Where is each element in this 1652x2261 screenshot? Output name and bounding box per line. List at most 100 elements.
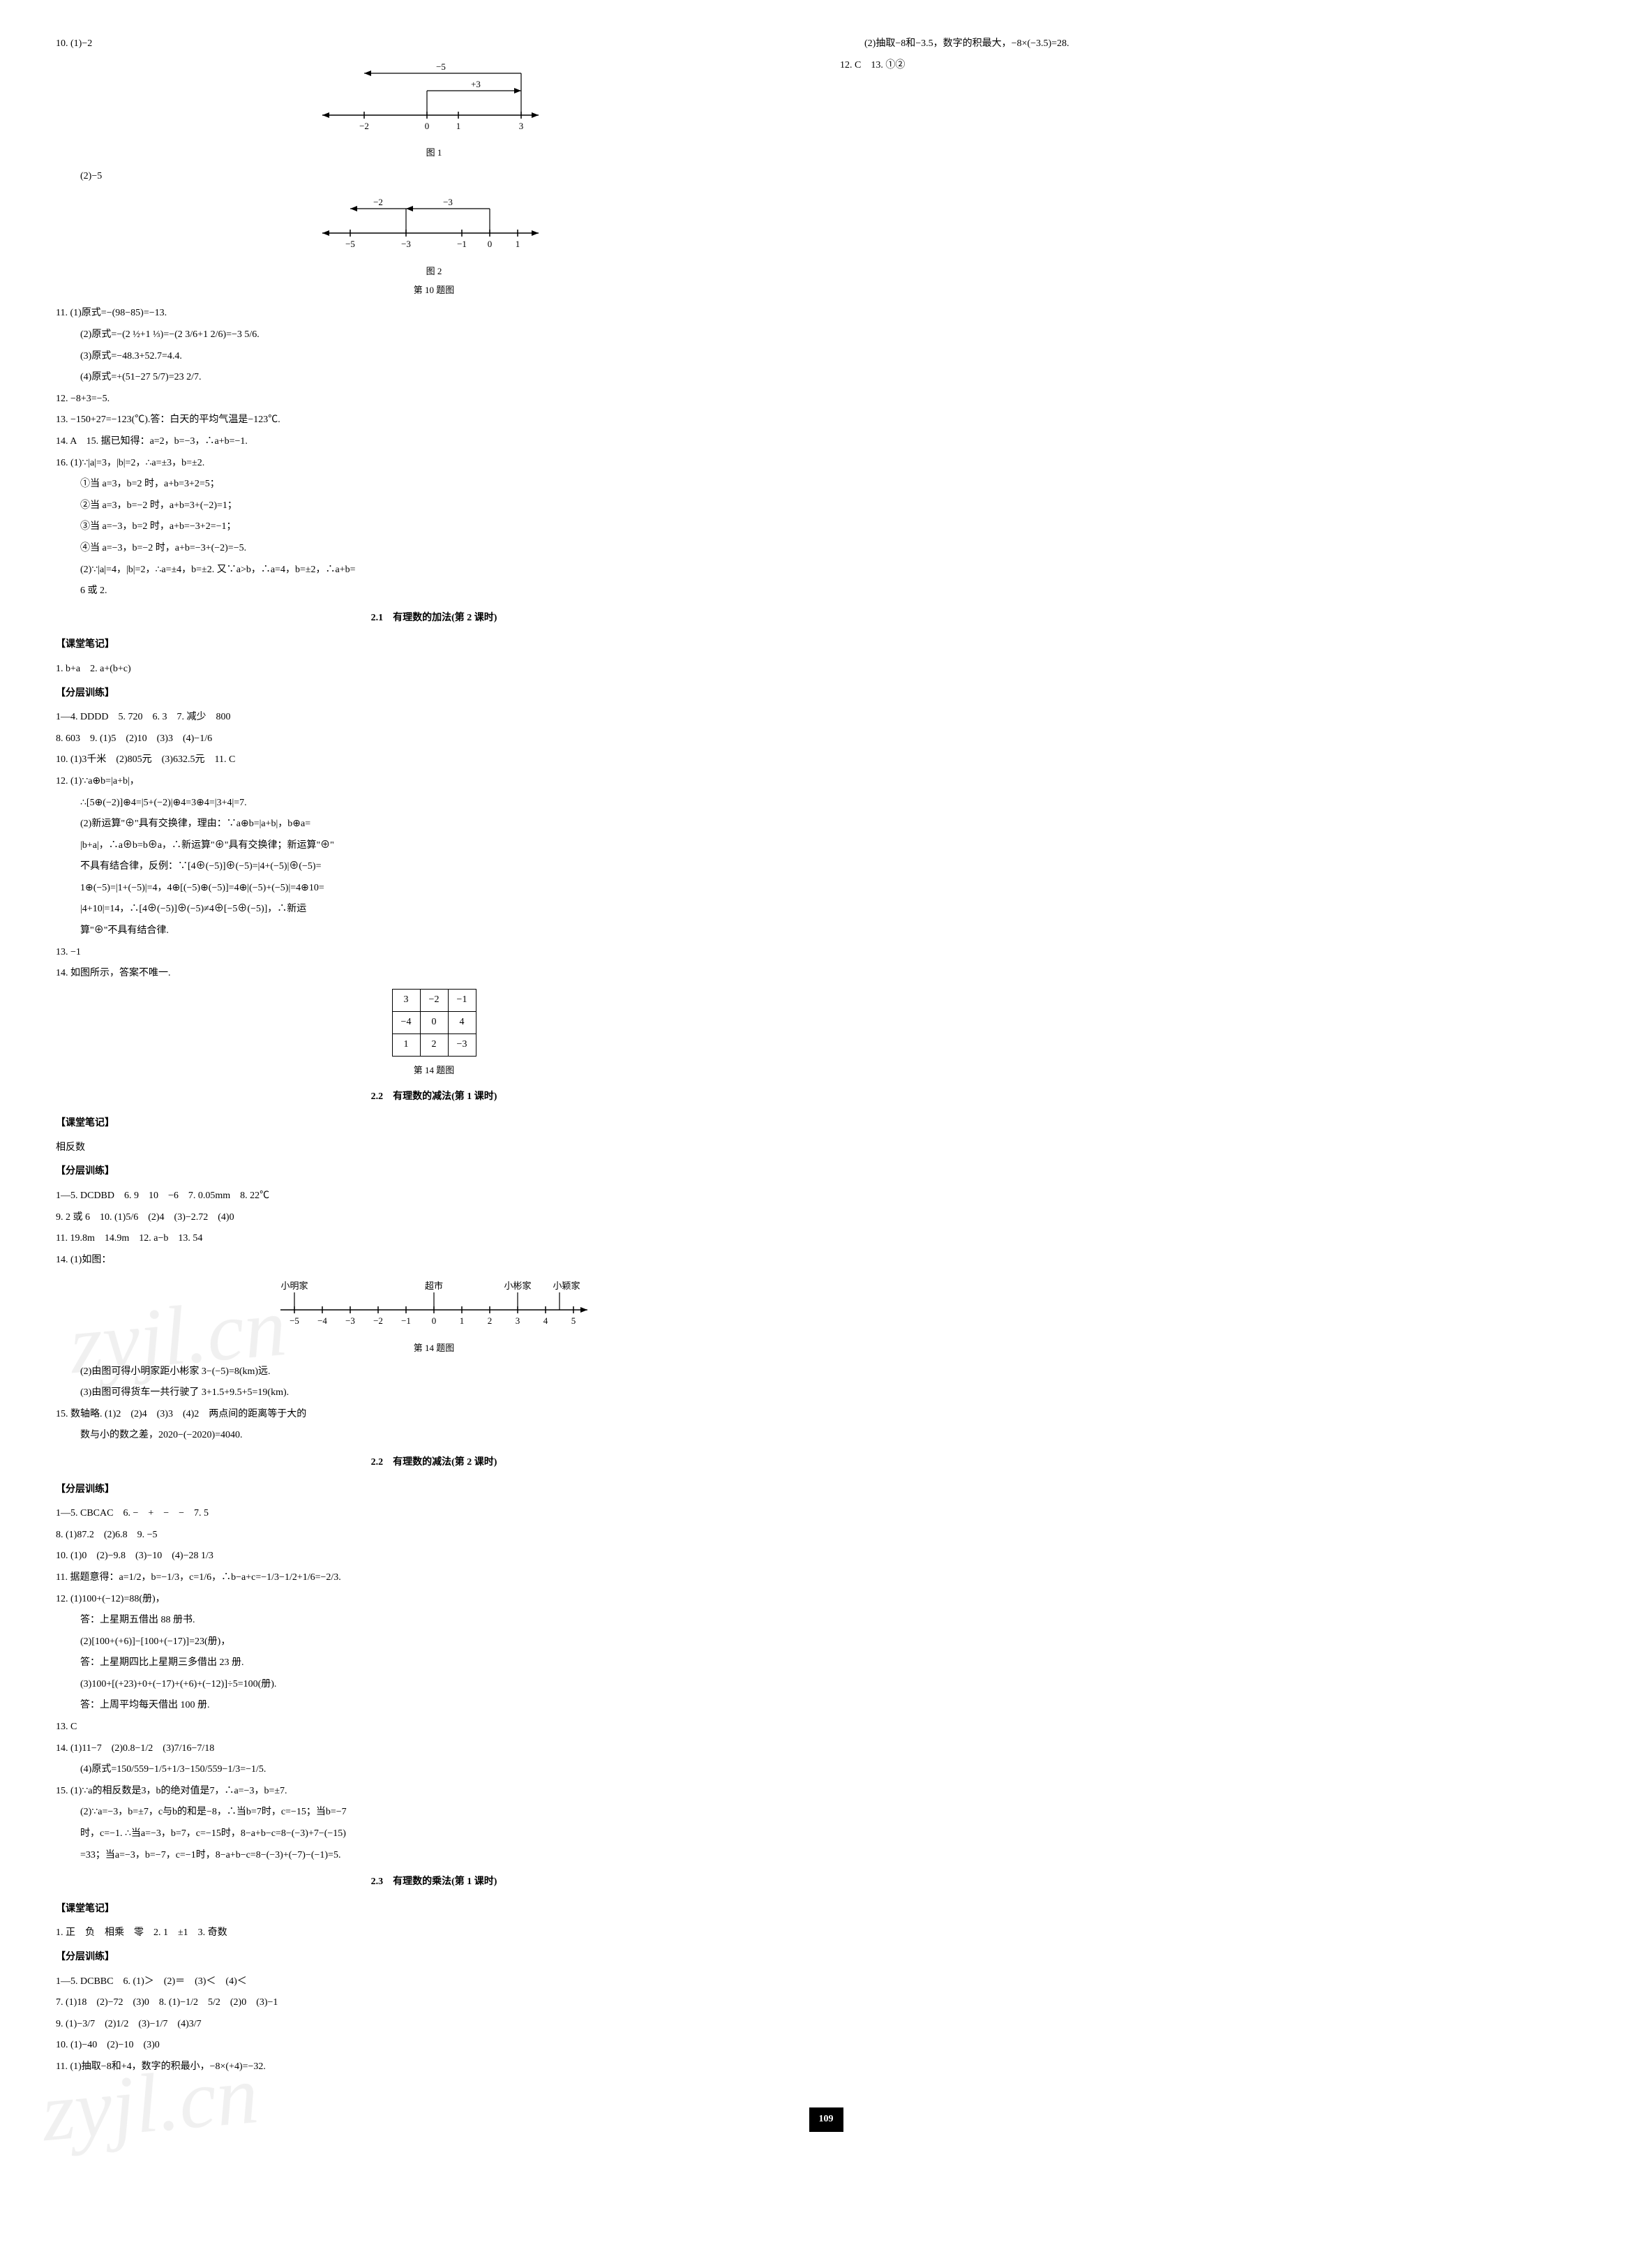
fc-header-b: 【分层训练】 [56,1481,812,1500]
q10: 10. (1)−2 [56,35,812,54]
svg-text:小彬家: 小彬家 [504,1281,531,1291]
svg-text:−1: −1 [457,239,467,249]
svg-text:−2: −2 [373,197,383,207]
c9: 9. (1)−3/7 (2)1/2 (3)−1/7 (4)3/7 [56,2015,812,2034]
fc12: 12. (1)∵a⊕b=|a+b|， [56,773,812,791]
kt1-r: 相反数 [56,1139,812,1158]
fc13: 13. −1 [56,943,812,962]
svg-text:3: 3 [519,121,524,131]
svg-text:小明家: 小明家 [280,1281,308,1291]
page-footer: 109 [56,2107,1596,2132]
c7: 7. (1)18 (2)−72 (3)0 8. (1)−1/2 5/2 (2)0… [56,1994,812,2013]
kt23-header: 【课堂笔记】 [56,1900,812,1919]
r15: 15. 数轴略. (1)2 (2)4 (3)3 (4)2 两点间的距离等于大的 [56,1405,812,1424]
b15: 15. (1)∵a的相反数是3，b的绝对值是7，∴a=−3，b=±7. [56,1782,812,1801]
kt1: 1. b+a 2. a+(b+c) [56,660,812,679]
fc12-6: |4+10|=14，∴[4⊕(−5)]⊕(−5)≠4⊕[−5⊕(−5)]，∴新运 [56,900,812,919]
svg-text:−2: −2 [359,121,369,131]
b14: 14. (1)11−7 (2)0.8−1/2 (3)7/16−7/18 [56,1740,812,1759]
b12-3: 答：上星期四比上星期三多借出 23 册. [56,1654,812,1673]
c11-1: (2)抽取−8和−3.5，数字的积最大，−8×(−3.5)=28. [840,35,1596,54]
r14-2: (2)由图可得小明家距小彬家 3−(−5)=8(km)远. [56,1363,812,1382]
svg-text:1: 1 [460,1315,465,1326]
svg-text:−4: −4 [317,1315,327,1326]
fc12-1: ∴[5⊕(−2)]⊕4=|5+(−2)|⊕4=3⊕4=|3+4|=7. [56,794,812,813]
fc12-5: 1⊕(−5)=|1+(−5)|=4，4⊕[(−5)⊕(−5)]=4⊕|(−5)+… [56,879,812,898]
svg-text:超市: 超市 [425,1281,443,1291]
section-2-2: 2.2 有理数的减法(第 1 课时) [56,1088,812,1107]
b13: 13. C [56,1718,812,1737]
svg-text:−2: −2 [373,1315,383,1326]
q16-3: ③当 a=−3，b=2 时，a+b=−3+2=−1； [56,518,812,537]
kt-header: 【课堂笔记】 [56,636,812,655]
svg-text:4: 4 [543,1315,548,1326]
table-3x3: 3−2−1 −404 12−3 第 14 题图 [56,989,812,1080]
figure-1: −2 0 1 3 −5 +3 图 1 [56,59,812,162]
b15-1: (2)∵a=−3，b=±7，c与b的和是−8，∴当b=7时，c=−15；当b=−… [56,1803,812,1822]
svg-text:−5: −5 [345,239,355,249]
fc12-4: 不具有结合律，反例：∵[4⊕(−5)]⊕(−5)=|4+(−5)|⊕(−5)= [56,858,812,876]
q11: 11. (1)原式=−(98−85)=−13. [56,304,812,323]
b1: 1—5. CBCAC 6. − + − − 7. 5 [56,1505,812,1523]
svg-text:+3: +3 [471,79,481,89]
svg-text:1: 1 [516,239,520,249]
kt23-1: 1. 正 负 相乘 零 2. 1 ±1 3. 奇数 [56,1924,812,1943]
q16: 16. (1)∵|a|=3，|b|=2，∴a=±3，b=±2. [56,454,812,473]
b12-1: 答：上星期五借出 88 册书. [56,1611,812,1630]
r9: 9. 2 或 6 10. (1)5/6 (2)4 (3)−2.72 (4)0 [56,1209,812,1227]
fig2-caption: 图 2 [56,263,812,281]
c1: 1—5. DCBBC 6. (1)＞ (2)＝ (3)＜ (4)＜ [56,1973,812,1992]
svg-text:−3: −3 [345,1315,355,1326]
svg-text:−3: −3 [443,197,453,207]
b12-2: (2)[100+(+6)]−[100+(−17)]=23(册)， [56,1633,812,1652]
fc23-header: 【分层训练】 [56,1948,812,1967]
svg-text:−5: −5 [436,61,446,72]
q16-6: 6 或 2. [56,582,812,601]
r14: 14. (1)如图： [56,1251,812,1270]
svg-text:−1: −1 [401,1315,411,1326]
fc1: 1—4. DDDD 5. 720 6. 3 7. 减少 800 [56,708,812,727]
fc10: 10. (1)3千米 (2)805元 (3)632.5元 11. C [56,751,812,770]
c12: 12. C 13. ①② [840,57,1596,75]
q16-4: ④当 a=−3，b=−2 时，a+b=−3+(−2)=−5. [56,539,812,558]
q14: 14. A 15. 据已知得：a=2，b=−3，∴a+b=−1. [56,433,812,452]
r14-3: (3)由图可得货车一共行驶了 3+1.5+9.5+5=19(km). [56,1384,812,1403]
section-2-2b: 2.2 有理数的减法(第 2 课时) [56,1454,812,1472]
svg-text:0: 0 [432,1315,437,1326]
q13: 13. −150+27=−123(℃).答：白天的平均气温是−123℃. [56,411,812,430]
b15-2: 时，c=−1. ∴当a=−3，b=7，c=−15时，8−a+b−c=8−(−3)… [56,1825,812,1844]
fc-header: 【分层训练】 [56,685,812,703]
page-number: 109 [809,2107,843,2132]
q16-2: ②当 a=3，b=−2 时，a+b=3+(−2)=1； [56,497,812,516]
fc14: 14. 如图所示，答案不唯一. [56,964,812,983]
q11-4: (4)原式=+(51−27 5/7)=23 2/7. [56,368,812,387]
c11: 11. (1)抽取−8和+4，数字的积最小，−8×(+4)=−32. [56,2058,812,2077]
svg-text:3: 3 [516,1315,520,1326]
b14-4: (4)原式=150/559−1/5+1/3−150/559−1/3=−1/5. [56,1761,812,1779]
svg-text:0: 0 [425,121,430,131]
fig-caption: 第 10 题图 [56,282,812,299]
b12: 12. (1)100+(−12)=88(册)， [56,1590,812,1609]
q10b: (2)−5 [56,167,812,186]
q14fig-caption: 第 14 题图 [56,1340,812,1357]
svg-text:0: 0 [488,239,493,249]
fc12-3: |b+a|，∴a⊕b=b⊕a，∴新运算"⊕"具有交换律；新运算"⊕" [56,837,812,856]
svg-text:2: 2 [488,1315,493,1326]
svg-text:−5: −5 [290,1315,299,1326]
fig1-caption: 图 1 [56,144,812,162]
figure-2: −5 −3 −1 0 1 −2 −3 图 2 第 10 题图 [56,191,812,299]
table-caption: 第 14 题图 [56,1062,812,1080]
q16-5: (2)∵|a|=4，|b|=2，∴a=±4，b=±2. 又∵a>b，∴a=4，b… [56,561,812,580]
page-content: 10. (1)−2 −2 0 1 3 −5 +3 图 1 [56,35,1596,2094]
fc12-7: 算"⊕"不具有结合律. [56,922,812,941]
section-2-1: 2.1 有理数的加法(第 2 课时) [56,609,812,628]
q11-3: (3)原式=−48.3+52.7=4.4. [56,348,812,366]
kt-header-r: 【课堂笔记】 [56,1114,812,1133]
b12-4: (3)100+[(+23)+0+(−17)+(+6)+(−12)]÷5=100(… [56,1676,812,1694]
b11: 11. 据题意得：a=1/2，b=−1/3，c=1/6，∴b−a+c=−1/3−… [56,1569,812,1588]
svg-text:−3: −3 [401,239,411,249]
fc-header-r: 【分层训练】 [56,1163,812,1181]
svg-text:1: 1 [456,121,461,131]
q16-1: ①当 a=3，b=2 时，a+b=3+2=5； [56,475,812,494]
r1: 1—5. DCDBD 6. 9 10 −6 7. 0.05mm 8. 22℃ [56,1187,812,1206]
